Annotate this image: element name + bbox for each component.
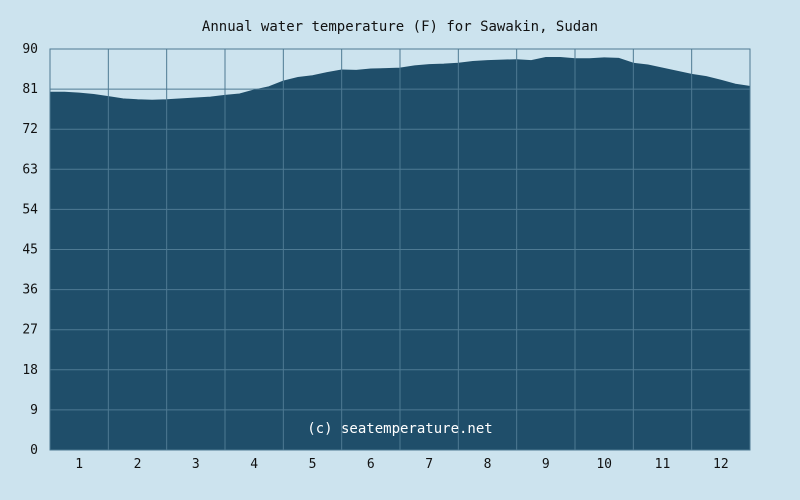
x-tick-label: 8	[484, 457, 492, 472]
y-tick-label: 9	[30, 403, 38, 418]
y-tick-label: 81	[22, 82, 38, 97]
y-tick-label: 72	[22, 122, 38, 137]
x-tick-label: 1	[75, 457, 83, 472]
y-tick-label: 36	[22, 283, 38, 298]
x-tick-label: 4	[250, 457, 258, 472]
chart-title: Annual water temperature (F) for Sawakin…	[201, 19, 599, 35]
y-tick-label: 27	[22, 323, 38, 338]
x-tick-label: 9	[542, 457, 550, 472]
y-tick-label: 18	[22, 363, 38, 378]
y-tick-label: 90	[22, 42, 38, 57]
x-tick-label: 3	[192, 457, 200, 472]
x-tick-label: 11	[655, 457, 671, 472]
x-tick-label: 7	[425, 457, 433, 472]
x-tick-label: 2	[134, 457, 142, 472]
plot-border	[49, 48, 751, 451]
y-tick-label: 63	[22, 162, 38, 177]
x-tick-label: 5	[309, 457, 317, 472]
y-tick-label: 54	[22, 202, 38, 217]
y-tick-label: 45	[22, 243, 38, 258]
watermark: (c) seatemperature.net	[307, 421, 492, 437]
x-tick-label: 10	[596, 457, 612, 472]
y-tick-label: 0	[30, 443, 38, 458]
x-tick-label: 12	[713, 457, 729, 472]
x-tick-label: 6	[367, 457, 375, 472]
